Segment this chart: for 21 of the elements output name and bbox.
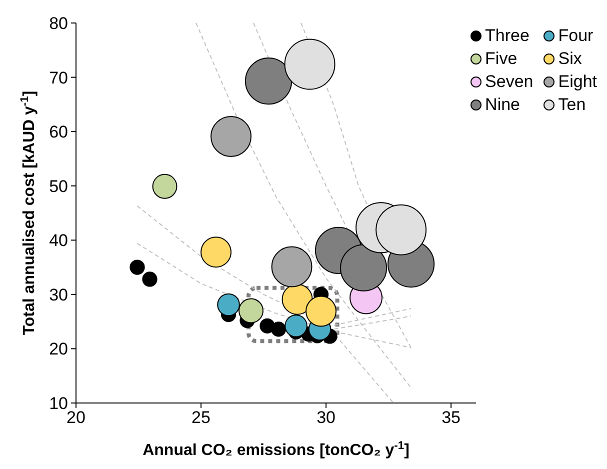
- legend-label: Three: [485, 26, 530, 46]
- x-tick-label: 30: [316, 408, 336, 428]
- y-tick-label: 50: [49, 176, 68, 196]
- y-tick-label: 60: [49, 122, 68, 142]
- legend-label: Six: [558, 49, 582, 69]
- x-tick-label: 25: [192, 408, 210, 428]
- legend-label: Five: [485, 49, 518, 69]
- x-axis-title: Annual CO₂ emissions [tonCO₂ y$^{-1}$]: [142, 440, 410, 459]
- legend-label: Four: [558, 26, 594, 46]
- y-tick-label: 80: [49, 14, 68, 34]
- x-tick-label: 20: [66, 408, 86, 428]
- legend-label: Ten: [558, 95, 586, 115]
- legend-label: Eight: [558, 72, 597, 92]
- y-tick-label: 40: [49, 231, 68, 250]
- legend-label: Seven: [485, 72, 534, 92]
- y-tick-label: 20: [49, 340, 68, 359]
- y-tick-label: 10: [49, 394, 68, 414]
- y-tick-label: 70: [49, 68, 68, 88]
- legend-label: Nine: [485, 95, 520, 115]
- x-tick-label: 35: [442, 408, 461, 428]
- y-tick-label: 30: [49, 285, 68, 304]
